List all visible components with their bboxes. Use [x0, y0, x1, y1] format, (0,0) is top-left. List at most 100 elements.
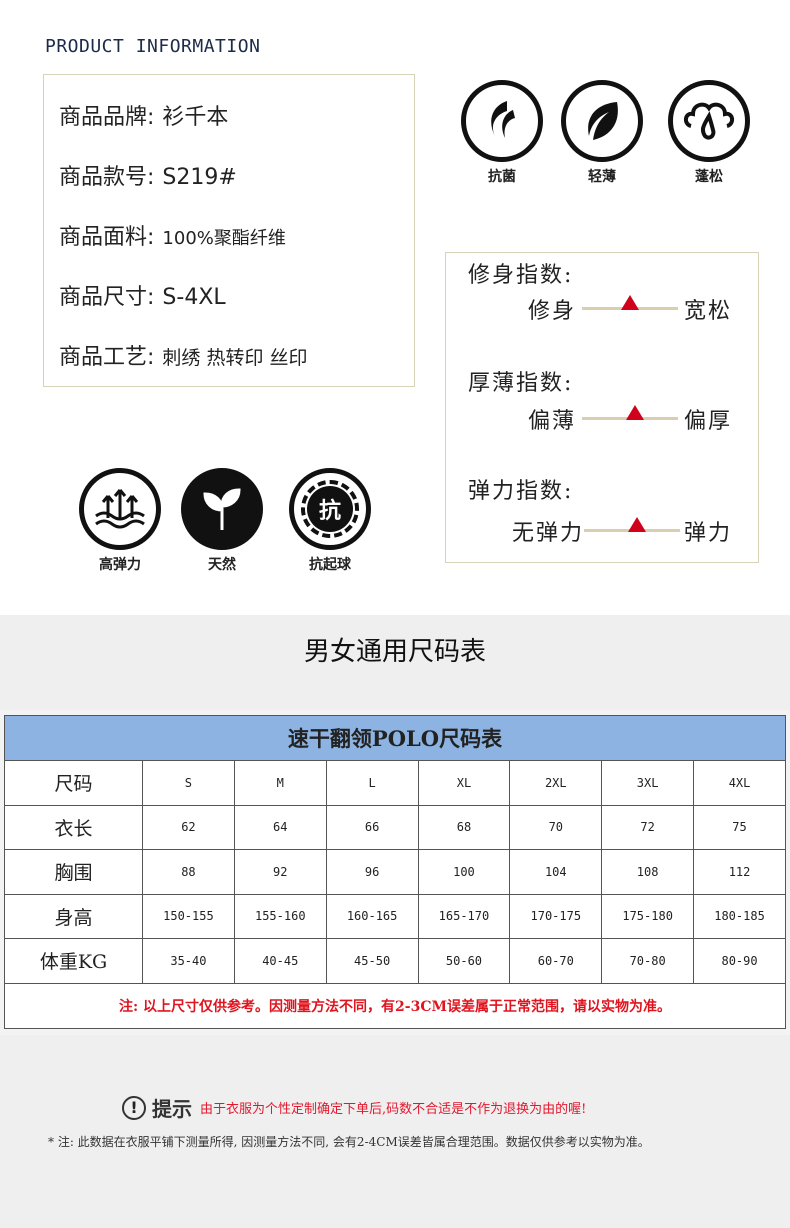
size-table-note: 注: 以上尺寸仅供参考。因测量方法不同，有2-3CM误差属于正常范围，请以实物为…: [4, 982, 786, 1029]
feature-label: 天然: [208, 557, 236, 573]
table-cell: 80-90: [693, 938, 786, 984]
elasticity-index-title: 弹力指数:: [468, 479, 574, 504]
fit-index-title: 修身指数:: [468, 263, 574, 288]
table-cell: 112: [693, 849, 786, 895]
scale-right-label: 弹力: [684, 521, 733, 546]
info-label: 商品面料:: [59, 225, 155, 250]
row-header: 尺码: [4, 760, 143, 806]
table-cell: XL: [417, 760, 511, 806]
feature-label: 蓬松: [695, 169, 723, 185]
info-value: S219#: [162, 165, 237, 190]
table-cell: 64: [233, 804, 327, 850]
table-row: 尺码 S M L XL 2XL 3XL 4XL: [4, 760, 786, 806]
size-section-band: 男女通用尺码表: [0, 615, 790, 710]
info-value: S-4XL: [162, 285, 226, 310]
table-cell: 170-175: [509, 893, 603, 939]
product-information-heading: PRODUCT INFORMATION: [45, 36, 261, 57]
table-cell: 100: [417, 849, 511, 895]
info-fabric: 商品面料: 100%聚酯纤维: [59, 219, 286, 251]
info-style: 商品款号: S219#: [59, 159, 237, 191]
tip-line: ! 提示 由于衣服为个性定制确定下单后,码数不合适是不作为退换为由的喔!: [122, 1093, 586, 1122]
table-row: 体重KG 35-40 40-45 45-50 50-60 60-70 70-80 80-90: [4, 938, 786, 984]
table-cell: 70: [509, 804, 603, 850]
anti-pilling-icon: 抗: [289, 468, 371, 550]
feature-label: 抗起球: [309, 557, 351, 573]
table-cell: 92: [233, 849, 327, 895]
scale-marker: [628, 517, 646, 532]
size-table-title: 速干翻领POLO尺码表: [4, 715, 786, 761]
table-cell: 160-165: [325, 893, 419, 939]
table-cell: 150-155: [142, 893, 235, 939]
feature-label: 轻薄: [588, 169, 616, 185]
table-row: 胸围 88 92 96 100 104 108 112: [4, 849, 786, 895]
index-box: 修身指数: 修身 宽松 厚薄指数: 偏薄 偏厚 弹力指数: 无弹力 弹力: [445, 252, 759, 563]
scale-left-label: 偏薄: [527, 409, 576, 434]
table-cell: M: [233, 760, 327, 806]
table-cell: 66: [325, 804, 419, 850]
table-cell: 68: [417, 804, 511, 850]
row-header: 胸围: [4, 849, 143, 895]
feature-stretch: 高弹力: [78, 468, 162, 574]
info-label: 商品工艺:: [59, 345, 155, 370]
info-label: 商品尺寸:: [59, 285, 155, 310]
table-cell: 88: [142, 849, 235, 895]
table-cell: 62: [142, 804, 235, 850]
feature-light: 轻薄: [560, 80, 644, 186]
feature-anti-pilling: 抗 抗起球: [288, 468, 372, 574]
feature-label: 高弹力: [99, 557, 141, 573]
scale-left-label: 无弹力: [511, 521, 584, 546]
sprout-icon: [181, 468, 263, 550]
table-cell: 50-60: [417, 938, 511, 984]
table-cell: L: [325, 760, 419, 806]
feature-antibacterial: 抗菌: [460, 80, 544, 186]
size-table-wrap: 速干翻领POLO尺码表 尺码 S M L XL 2XL 3XL 4XL 衣长 62 64 66 68 70…: [0, 710, 790, 1035]
info-size: 商品尺寸: S-4XL: [59, 279, 226, 311]
product-info-box: 商品品牌: 衫千本 商品款号: S219# 商品面料: 100%聚酯纤维 商品尺寸: S…: [43, 74, 415, 387]
table-cell: 2XL: [509, 760, 603, 806]
table-cell: 75: [693, 804, 786, 850]
scale-right-label: 偏厚: [684, 409, 733, 434]
table-cell: 108: [601, 849, 695, 895]
tip-label: 提示: [152, 1097, 192, 1121]
table-cell: 40-45: [233, 938, 327, 984]
row-header: 体重KG: [4, 938, 143, 984]
table-cell: 165-170: [417, 893, 511, 939]
feature-label: 抗菌: [488, 169, 516, 185]
thickness-index-title: 厚薄指数:: [468, 371, 574, 396]
table-cell: 70-80: [601, 938, 695, 984]
table-row: 身高 150-155 155-160 160-165 165-170 170-175 175…: [4, 893, 786, 939]
cotton-icon: [668, 80, 750, 162]
table-cell: 3XL: [601, 760, 695, 806]
table-cell: 4XL: [693, 760, 786, 806]
table-cell: S: [142, 760, 235, 806]
info-value: 衫千本: [162, 105, 229, 130]
info-label: 商品款号:: [59, 165, 155, 190]
table-cell: 155-160: [233, 893, 327, 939]
size-section-title: 男女通用尺码表: [303, 637, 486, 667]
size-table: 速干翻领POLO尺码表 尺码 S M L XL 2XL 3XL 4XL 衣长 62 64 66 68 70…: [4, 715, 786, 1029]
bottom-notice: ! 提示 由于衣服为个性定制确定下单后,码数不合适是不作为退换为由的喔! * 注…: [0, 1035, 790, 1228]
table-cell: 72: [601, 804, 695, 850]
scale-right-label: 宽松: [684, 299, 733, 324]
info-value: 100%聚酯纤维: [162, 228, 286, 249]
leaf-icon: [561, 80, 643, 162]
antibacterial-icon: [461, 80, 543, 162]
footnote: * 注: 此数据在衣服平铺下测量所得, 因测量方法不同, 会有2-4CM误差皆属…: [48, 1135, 650, 1149]
table-cell: 180-185: [693, 893, 786, 939]
table-cell: 175-180: [601, 893, 695, 939]
info-brand: 商品品牌: 衫千本: [59, 99, 228, 131]
tip-text: 由于衣服为个性定制确定下单后,码数不合适是不作为退换为由的喔!: [200, 1102, 587, 1117]
row-header: 衣长: [4, 804, 143, 850]
scale-marker: [621, 295, 639, 310]
table-cell: 35-40: [142, 938, 235, 984]
row-header: 身高: [4, 893, 143, 939]
exclamation-icon: !: [122, 1095, 146, 1120]
table-cell: 96: [325, 849, 419, 895]
info-craft: 商品工艺: 刺绣 热转印 丝印: [59, 339, 308, 371]
scale-left-label: 修身: [527, 299, 576, 324]
info-value: 刺绣 热转印 丝印: [162, 347, 308, 369]
table-row: 衣长 62 64 66 68 70 72 75: [4, 804, 786, 850]
table-cell: 45-50: [325, 938, 419, 984]
feature-natural: 天然: [180, 468, 264, 574]
table-cell: 60-70: [509, 938, 603, 984]
